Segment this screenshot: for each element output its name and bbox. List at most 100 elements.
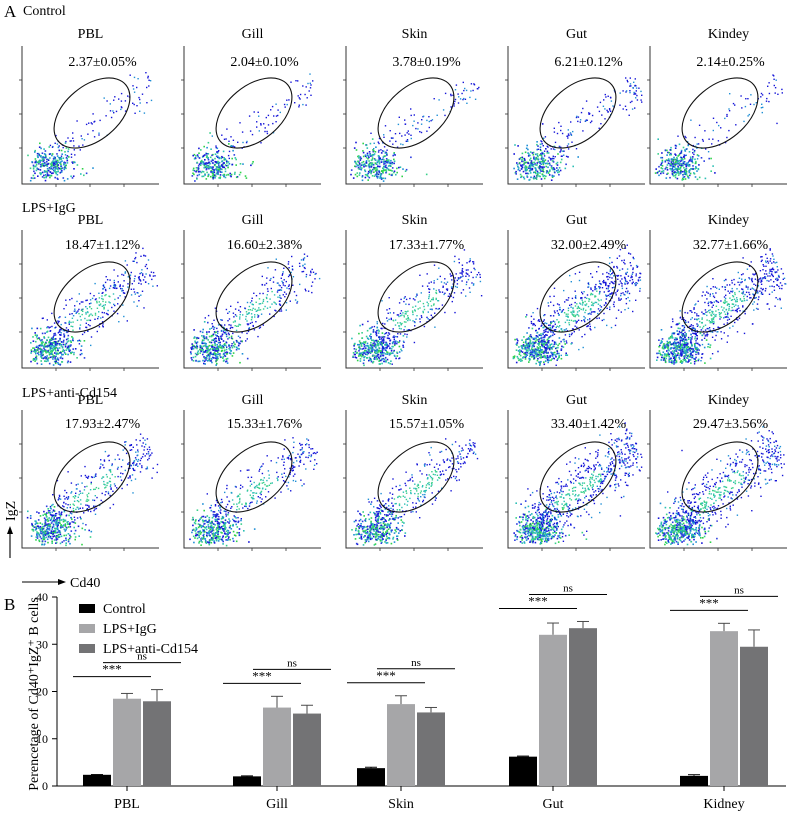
cell-dot [32,174,35,177]
cell-dot [209,341,211,344]
cell-dot [572,310,574,312]
cell-dot [605,294,607,296]
cell-dot [214,342,216,344]
cell-dot [538,338,540,341]
cell-dot [211,168,214,170]
cell-dot [612,272,614,274]
cell-dot [390,317,392,320]
cell-dot [593,302,595,305]
cell-dot [431,119,434,121]
cell-dot [279,304,281,306]
cell-dot [548,356,550,359]
cell-dot [297,95,299,97]
cell-dot [93,136,96,138]
cell-dot [80,349,82,352]
cell-dot [530,160,533,162]
cell-dot [610,326,613,329]
cell-dot [86,299,88,301]
cell-dot [631,276,633,278]
cell-dot [528,341,531,344]
cell-dot [564,343,566,345]
cell-dot [773,84,775,87]
cell-dot [51,153,54,155]
cell-dot [553,168,556,170]
cell-dot [541,123,544,125]
cell-dot [726,113,728,116]
cell-dot [553,358,555,360]
cell-dot [370,342,372,344]
cell-dot [55,359,57,362]
cell-dot [515,349,518,351]
cell-dot [433,288,435,290]
cell-dot [87,330,89,332]
cell-dot [565,163,567,166]
cell-dot [201,347,204,350]
cell-dot [537,158,540,160]
cell-dot [228,336,231,339]
cell-dot [625,109,628,111]
cell-dot [49,348,52,351]
cell-dot [61,353,63,356]
cell-dot [672,171,675,174]
cell-dot [683,154,686,156]
cell-dot [113,303,115,306]
cell-dot [149,275,151,277]
cell-dot [58,347,61,349]
cell-dot [567,316,569,318]
cell-dot [227,166,229,169]
cell-dot [47,159,50,161]
cell-dot [121,106,123,109]
cell-dot [521,351,524,353]
cell-dot [520,360,522,362]
cell-dot [478,271,480,274]
cell-dot [741,107,743,109]
cell-dot [381,150,384,152]
cell-dot [374,170,377,172]
cell-dot [609,257,611,259]
cell-dot [588,283,590,286]
cell-dot [368,171,371,174]
cell-dot [525,348,527,350]
cell-dot [626,79,628,82]
cell-dot [215,161,218,163]
cell-dot [532,343,535,345]
cell-dot [572,314,574,316]
cell-dot [599,292,601,294]
cell-dot [552,357,555,359]
cell-dot [351,337,353,340]
cell-dot [192,172,194,175]
cell-dot [530,164,532,167]
cell-dot [277,289,279,292]
cell-dot [570,333,573,336]
cell-dot [63,335,65,337]
cell-dot [269,313,271,315]
cell-dot [381,342,383,345]
scatter-points [654,74,783,181]
cell-dot [203,351,206,353]
cell-dot [517,167,520,169]
cell-dot [621,287,624,290]
cell-dot [551,339,554,342]
cell-dot [225,174,228,176]
cell-dot [197,165,200,167]
cell-dot [374,151,377,153]
cell-dot [303,253,306,255]
cell-dot [202,351,205,353]
cell-dot [81,168,84,170]
cell-dot [674,158,676,161]
cell-dot [540,166,542,168]
cell-dot [304,267,306,270]
cell-dot [387,161,390,163]
cell-dot [91,314,94,317]
cell-dot [363,359,365,361]
cell-dot [370,162,372,165]
cell-dot [350,173,352,176]
cell-dot [81,313,83,316]
cell-dot [124,272,126,274]
cell-dot [60,163,62,165]
cell-dot [521,166,524,169]
cell-dot [80,173,82,175]
cell-dot [38,160,40,162]
cell-dot [78,145,80,147]
